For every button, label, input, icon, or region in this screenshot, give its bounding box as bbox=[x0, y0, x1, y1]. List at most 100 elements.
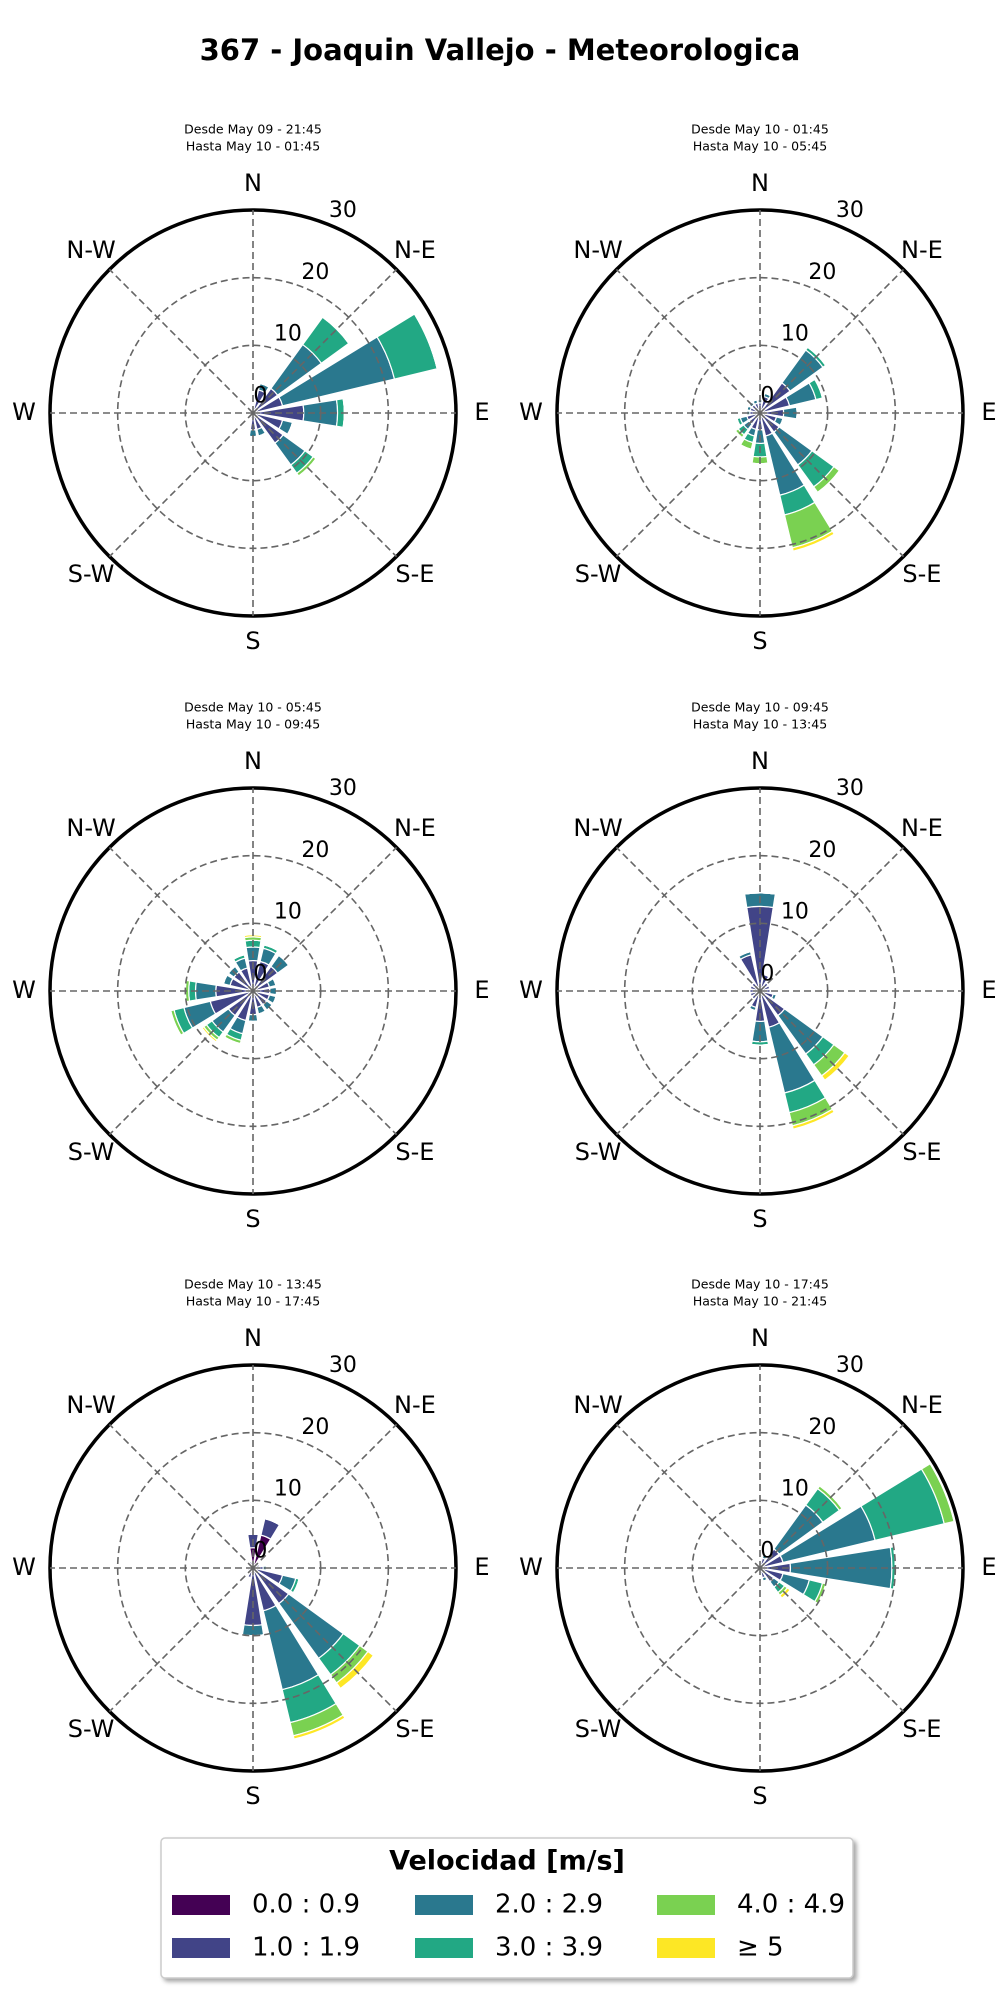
direction-label: N bbox=[244, 747, 262, 775]
figure-title: 367 - Joaquin Vallejo - Meteorologica bbox=[200, 33, 801, 67]
direction-label: N bbox=[244, 169, 262, 197]
direction-label: S bbox=[245, 627, 260, 655]
direction-label: N-W bbox=[66, 1391, 115, 1419]
radial-tick-label: 30 bbox=[329, 1353, 357, 1378]
radial-tick-label: 0 bbox=[760, 962, 774, 987]
legend-swatch bbox=[657, 1938, 715, 1958]
direction-label: S-W bbox=[68, 1715, 115, 1743]
legend-swatch bbox=[415, 1895, 473, 1915]
direction-label: S-E bbox=[395, 1138, 434, 1166]
direction-label: N-E bbox=[901, 236, 943, 264]
direction-label: S-W bbox=[68, 560, 115, 588]
direction-label: E bbox=[474, 1553, 489, 1581]
direction-label: W bbox=[519, 1553, 543, 1581]
subplot-subtitle: Hasta May 10 - 13:45 bbox=[693, 717, 827, 732]
radial-tick-label: 0 bbox=[253, 1539, 267, 1564]
direction-label: N-W bbox=[66, 814, 115, 842]
radial-tick-label: 0 bbox=[253, 384, 267, 409]
radial-tick-label: 0 bbox=[253, 962, 267, 987]
subplot-title: Desde May 10 - 01:45 bbox=[691, 122, 829, 137]
subplot-subtitle: Hasta May 10 - 09:45 bbox=[186, 717, 320, 732]
legend-label: 2.0 : 2.9 bbox=[495, 1890, 603, 1920]
wind-bar-segment bbox=[250, 418, 252, 419]
radial-tick-label: 10 bbox=[274, 900, 302, 925]
wind-bar-segment bbox=[259, 1564, 260, 1566]
radial-tick-label: 20 bbox=[301, 260, 329, 285]
direction-label: W bbox=[519, 976, 543, 1004]
direction-label: S-W bbox=[575, 560, 622, 588]
direction-label: S bbox=[752, 1782, 767, 1810]
radial-tick-label: 0 bbox=[760, 384, 774, 409]
legend-title: Velocidad [m/s] bbox=[389, 1846, 625, 1877]
legend-label: 0.0 : 0.9 bbox=[252, 1890, 360, 1920]
radial-tick-label: 10 bbox=[781, 900, 809, 925]
direction-label: S-W bbox=[68, 1138, 115, 1166]
direction-label: S-E bbox=[395, 560, 434, 588]
legend-swatch bbox=[415, 1938, 473, 1958]
subplot-title: Desde May 10 - 13:45 bbox=[184, 1277, 322, 1292]
direction-label: N bbox=[244, 1324, 262, 1352]
direction-label: N-E bbox=[394, 236, 436, 264]
direction-label: S bbox=[752, 627, 767, 655]
radial-tick-label: 30 bbox=[836, 198, 864, 223]
radial-tick-label: 30 bbox=[836, 776, 864, 801]
direction-label: E bbox=[474, 976, 489, 1004]
subplot-subtitle: Hasta May 10 - 01:45 bbox=[186, 139, 320, 154]
legend-swatch bbox=[657, 1895, 715, 1915]
legend-swatch bbox=[172, 1938, 230, 1958]
direction-label: S-E bbox=[395, 1715, 434, 1743]
direction-label: S-E bbox=[902, 1138, 941, 1166]
radial-tick-label: 10 bbox=[274, 1477, 302, 1502]
direction-label: E bbox=[981, 398, 996, 426]
direction-label: N bbox=[751, 169, 769, 197]
subplot-title: Desde May 10 - 09:45 bbox=[691, 700, 829, 715]
direction-label: W bbox=[12, 976, 36, 1004]
direction-label: N-E bbox=[394, 1391, 436, 1419]
radial-tick-label: 30 bbox=[329, 198, 357, 223]
legend-label: 3.0 : 3.9 bbox=[495, 1933, 603, 1963]
radial-tick-label: 20 bbox=[301, 838, 329, 863]
direction-label: E bbox=[981, 976, 996, 1004]
subplot-title: Desde May 10 - 05:45 bbox=[184, 700, 322, 715]
direction-label: W bbox=[12, 398, 36, 426]
radial-tick-label: 20 bbox=[301, 1415, 329, 1440]
direction-label: N-E bbox=[394, 814, 436, 842]
legend-label: 4.0 : 4.9 bbox=[737, 1890, 845, 1920]
radial-tick-label: 10 bbox=[781, 322, 809, 347]
direction-label: N bbox=[751, 747, 769, 775]
radial-tick-label: 30 bbox=[836, 1353, 864, 1378]
direction-label: N-W bbox=[66, 236, 115, 264]
radial-tick-label: 10 bbox=[781, 1477, 809, 1502]
direction-label: W bbox=[12, 1553, 36, 1581]
radial-tick-label: 10 bbox=[274, 322, 302, 347]
wind-bar-segment bbox=[248, 1569, 249, 1571]
radial-tick-label: 0 bbox=[760, 1539, 774, 1564]
direction-label: N-E bbox=[901, 814, 943, 842]
radial-tick-label: 30 bbox=[329, 776, 357, 801]
direction-label: N-W bbox=[573, 236, 622, 264]
legend-swatch bbox=[172, 1895, 230, 1915]
subplot-subtitle: Hasta May 10 - 17:45 bbox=[186, 1294, 320, 1309]
direction-label: S bbox=[245, 1782, 260, 1810]
direction-label: S-E bbox=[902, 1715, 941, 1743]
direction-label: S-W bbox=[575, 1715, 622, 1743]
direction-label: S bbox=[752, 1205, 767, 1233]
legend-label: 1.0 : 1.9 bbox=[252, 1933, 360, 1963]
direction-label: W bbox=[519, 398, 543, 426]
direction-label: S-W bbox=[575, 1138, 622, 1166]
direction-label: N-W bbox=[573, 1391, 622, 1419]
wind-bar-segment bbox=[752, 1044, 769, 1045]
subplot-title: Desde May 09 - 21:45 bbox=[184, 122, 322, 137]
subplot-subtitle: Hasta May 10 - 05:45 bbox=[693, 139, 827, 154]
direction-label: E bbox=[474, 398, 489, 426]
wind-bar-segment bbox=[249, 1561, 251, 1562]
subplot-title: Desde May 10 - 17:45 bbox=[691, 1277, 829, 1292]
legend-label: ≥ 5 bbox=[737, 1933, 784, 1963]
direction-label: E bbox=[981, 1553, 996, 1581]
direction-label: S bbox=[245, 1205, 260, 1233]
direction-label: N bbox=[751, 1324, 769, 1352]
radial-tick-label: 20 bbox=[808, 838, 836, 863]
direction-label: N-E bbox=[901, 1391, 943, 1419]
